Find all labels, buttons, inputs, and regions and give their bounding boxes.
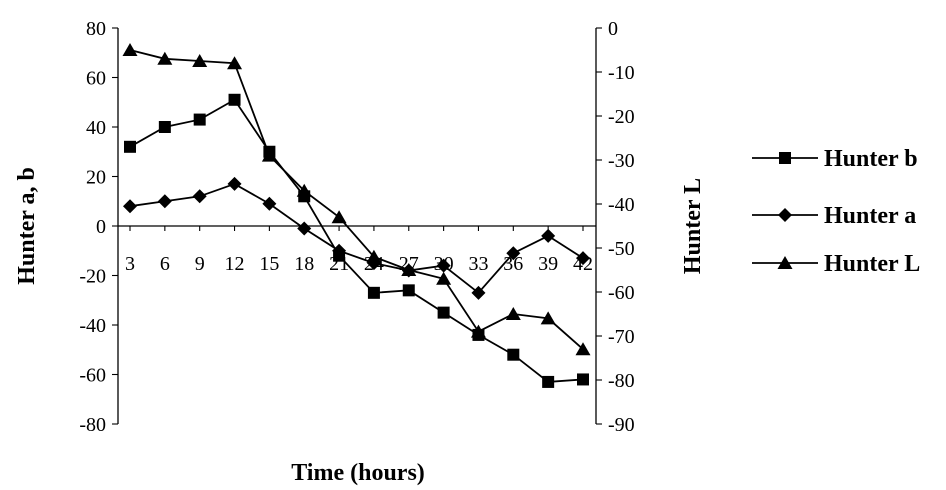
legend-item-hunter-a: Hunter a bbox=[752, 203, 916, 229]
hunter-b-point bbox=[507, 348, 520, 361]
hunter-a-point bbox=[227, 176, 242, 191]
left-y-tick-label: -60 bbox=[79, 365, 106, 387]
right-y-tick-label: -60 bbox=[608, 282, 635, 304]
left-y-axis-title: Hunter a, b bbox=[14, 167, 40, 285]
legend-swatch-marker bbox=[777, 256, 793, 269]
right-y-tick-label: -20 bbox=[608, 106, 635, 128]
hunter-b-point bbox=[158, 121, 171, 133]
right-y-tick-label: -40 bbox=[608, 194, 635, 216]
hunter-a-point bbox=[332, 243, 347, 258]
hunter-a-line bbox=[129, 182, 584, 295]
right-y-tick-label: -90 bbox=[608, 414, 635, 436]
left-y-tick-label: 60 bbox=[86, 68, 106, 90]
x-tick-label: 33 bbox=[468, 253, 488, 275]
right-y-tick-label: -70 bbox=[608, 326, 635, 348]
legend-swatch-marker bbox=[778, 208, 792, 222]
hunter-a-point bbox=[123, 199, 137, 214]
hunter-b-point bbox=[402, 284, 415, 297]
hunter-l-line bbox=[129, 49, 584, 350]
hunter-l-point bbox=[470, 324, 486, 338]
legend-swatch-marker bbox=[779, 152, 791, 164]
x-tick-label: 3 bbox=[125, 253, 135, 275]
left-y-tick-label: 20 bbox=[86, 167, 106, 189]
hunter-b-point bbox=[193, 113, 206, 126]
series-hunter-b bbox=[124, 93, 589, 388]
hunter-l-point bbox=[192, 54, 208, 67]
hunter-l-point bbox=[157, 51, 173, 65]
hunter-b-point bbox=[124, 140, 136, 153]
left-y-tick-label: 0 bbox=[96, 216, 106, 238]
legend-label: Hunter a bbox=[824, 203, 916, 229]
left-y-tick-label: -20 bbox=[79, 266, 106, 288]
right-y-axis-title: Hunter L bbox=[680, 178, 706, 274]
series-hunter-l bbox=[122, 43, 591, 356]
hunter-l-point bbox=[540, 311, 556, 325]
hunter-a-point bbox=[192, 189, 207, 204]
hunter-l-point bbox=[401, 263, 417, 276]
x-tick-label: 39 bbox=[538, 253, 558, 275]
legend-item-hunter-b: Hunter b bbox=[752, 146, 918, 172]
x-tick-label: 18 bbox=[294, 253, 314, 275]
hunter-l-point bbox=[227, 56, 243, 70]
hunter-l-point bbox=[296, 183, 312, 197]
right-y-tick-label: 0 bbox=[608, 18, 618, 40]
hunter-b-point bbox=[228, 93, 241, 106]
hunter-a-point bbox=[471, 285, 486, 300]
x-tick-label: 12 bbox=[225, 253, 245, 275]
x-tick-label: 9 bbox=[195, 253, 205, 275]
left-y-tick-label: 80 bbox=[86, 18, 106, 40]
hunter-b-line bbox=[129, 98, 584, 383]
hunter-l-point bbox=[122, 43, 138, 56]
legend-item-hunter-l: Hunter L bbox=[752, 251, 920, 277]
hunter-a-point bbox=[262, 196, 277, 211]
x-tick-label: 15 bbox=[259, 253, 279, 275]
hunter-b-point bbox=[577, 373, 589, 386]
x-axis-title: Time (hours) bbox=[291, 460, 425, 486]
hunter-b-point bbox=[542, 375, 555, 388]
legend-label: Hunter b bbox=[824, 146, 918, 172]
hunter-l-point bbox=[575, 342, 591, 356]
series-hunter-a bbox=[123, 176, 590, 300]
hunter-b-point bbox=[367, 286, 380, 299]
hunter-l-point bbox=[331, 210, 347, 224]
hunter-l-point bbox=[366, 249, 382, 263]
hunter-l-point bbox=[436, 271, 452, 285]
right-y-tick-label: -80 bbox=[608, 370, 635, 392]
hunter-a-point bbox=[436, 258, 451, 273]
legend: Hunter b Hunter a Hunter L bbox=[752, 146, 920, 277]
hunter-a-point bbox=[157, 194, 172, 209]
right-y-tick-label: -10 bbox=[608, 62, 635, 84]
left-y-tick-label: -40 bbox=[79, 315, 106, 337]
hunter-l-point bbox=[505, 307, 521, 320]
left-y-tick-label: 40 bbox=[86, 117, 106, 139]
right-y-tick-label: -50 bbox=[608, 238, 635, 260]
hunter-b-point bbox=[437, 306, 450, 319]
hunter-a-point bbox=[576, 251, 590, 266]
left-y-tick-label: -80 bbox=[79, 414, 106, 436]
legend-label: Hunter L bbox=[824, 251, 920, 277]
x-tick-label: 6 bbox=[160, 253, 170, 275]
hunter-a-point bbox=[506, 246, 521, 261]
hunter-l-point bbox=[261, 148, 277, 162]
hunter-a-point bbox=[541, 228, 556, 243]
right-y-tick-label: -30 bbox=[608, 150, 635, 172]
hunter-a-point bbox=[297, 221, 312, 236]
